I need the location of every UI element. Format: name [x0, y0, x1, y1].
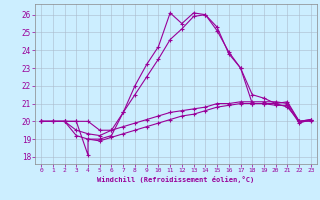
X-axis label: Windchill (Refroidissement éolien,°C): Windchill (Refroidissement éolien,°C) — [97, 176, 255, 183]
